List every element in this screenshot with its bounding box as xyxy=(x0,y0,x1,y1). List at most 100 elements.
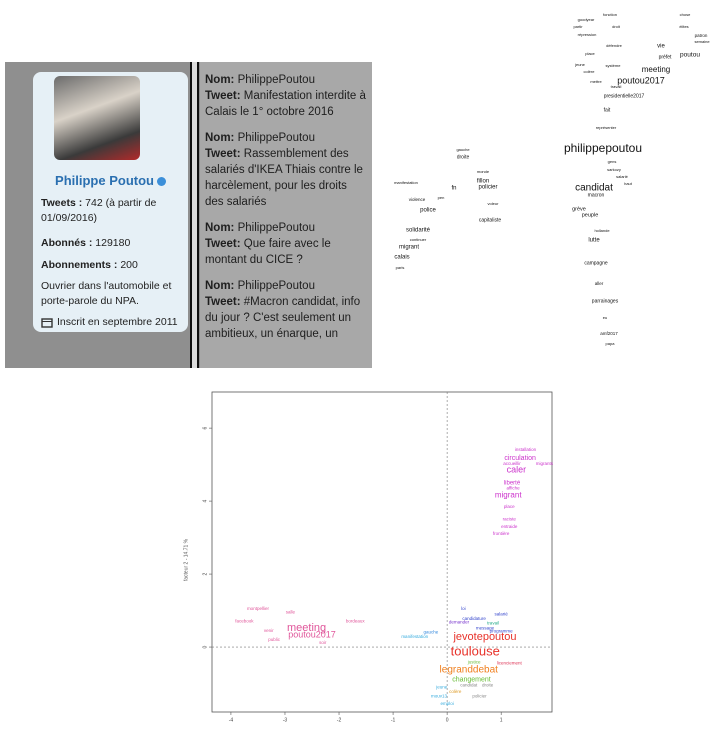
node-label: fn xyxy=(451,186,456,192)
tweet-label: Tweet: xyxy=(205,296,241,308)
word-point: raciste xyxy=(503,517,517,522)
node-label: paris xyxy=(396,265,405,270)
nom-label: Nom: xyxy=(205,222,234,234)
name[interactable]: Philippe Poutou xyxy=(55,173,154,188)
value: 200 xyxy=(120,259,138,271)
tweet-label: Tweet: xyxy=(205,238,241,250)
node-label: poutou xyxy=(680,52,700,59)
word-point: colère xyxy=(449,689,462,694)
node-label: capitaliste xyxy=(479,217,501,223)
word-point: emploi xyxy=(441,701,454,706)
node-label: fonction xyxy=(603,12,617,17)
node-label: eu xyxy=(603,315,607,320)
word-point: legranddebat xyxy=(440,665,499,676)
word-point: jeune xyxy=(435,684,448,689)
node-label: droit xyxy=(612,24,621,29)
y-tick-label: 4 xyxy=(202,499,208,502)
x-tick-label: 1 xyxy=(500,717,503,723)
node-label: calais xyxy=(394,255,409,261)
node-label: continuer xyxy=(410,237,427,242)
node-label: répression xyxy=(578,32,597,37)
word-point: candidat xyxy=(460,683,478,688)
node-label: presidentielle2017 xyxy=(604,93,645,99)
word-point: mouv13 xyxy=(431,693,448,698)
node-label: aller xyxy=(595,281,604,286)
word-point: licenciement xyxy=(497,661,523,666)
separator xyxy=(190,62,199,368)
node-label: mettre xyxy=(590,79,602,84)
node-label: chose xyxy=(680,12,691,17)
x-tick-label: -4 xyxy=(229,717,234,723)
label: Abonnés : xyxy=(41,237,92,249)
nom-label: Nom: xyxy=(205,74,234,86)
node-label: campagne xyxy=(584,260,608,266)
node-label: gauche xyxy=(456,147,470,152)
node-label: police xyxy=(420,208,436,214)
tweet-label: Tweet: xyxy=(205,90,241,102)
node-label: place xyxy=(585,51,595,56)
node-label: violence xyxy=(409,197,426,202)
nom-label: Nom: xyxy=(205,132,234,144)
word-point: installation xyxy=(515,447,537,452)
word-point: montpellier xyxy=(247,606,270,611)
word-point: manifestation xyxy=(401,634,428,639)
word-point: droite xyxy=(482,683,494,688)
tweet-label: Tweet: xyxy=(205,148,241,160)
node-label: papa xyxy=(606,341,616,346)
tweet: Nom: PhilippePoutouTweet: Rassemblement … xyxy=(205,130,368,210)
following: Abonnements : 200 xyxy=(41,258,183,273)
node-label: solidarité xyxy=(406,228,431,234)
nom: PhilippePoutou xyxy=(238,222,315,234)
node-label: hollande xyxy=(594,228,610,233)
word-point: venir xyxy=(264,628,274,633)
word-point: salle xyxy=(286,610,296,615)
word-point: bordeaux xyxy=(346,619,366,624)
node-label: fait xyxy=(604,107,611,113)
node-label: sarkozy xyxy=(607,167,621,172)
node-label: policier xyxy=(478,185,497,191)
label: Tweets : xyxy=(41,197,82,209)
node-label: patron xyxy=(695,33,708,38)
node-label: semaine xyxy=(694,39,710,44)
node-label: élites xyxy=(679,24,688,29)
word-point: facebook xyxy=(235,619,254,624)
nom: PhilippePoutou xyxy=(238,74,315,86)
x-tick-label: 0 xyxy=(446,717,449,723)
word-point: caler xyxy=(507,464,527,474)
calendar-icon xyxy=(41,317,53,328)
node-label: gens xyxy=(608,159,617,164)
node-label: salarié xyxy=(616,174,629,179)
profile-card: Philippe Poutou Tweets : 742 (à partir d… xyxy=(33,72,188,332)
verified-badge xyxy=(157,177,166,186)
word-point: loi xyxy=(461,606,466,611)
node-label: représenter xyxy=(596,125,617,130)
nom: PhilippePoutou xyxy=(238,280,315,292)
node-label: haut xyxy=(624,181,633,186)
word-point: jevotepoutou xyxy=(452,631,516,643)
tweet: Nom: PhilippePoutouTweet: Que faire avec… xyxy=(205,220,368,268)
profile-photo xyxy=(54,76,140,160)
x-tick-label: -2 xyxy=(337,717,342,723)
node-label: vie xyxy=(657,44,665,50)
node-label: colère xyxy=(584,69,596,74)
node-label: système xyxy=(606,63,622,68)
node-label: préfet xyxy=(659,54,672,60)
node-label: voleur xyxy=(488,201,500,206)
y-tick-label: 6 xyxy=(202,427,208,430)
nom-label: Nom: xyxy=(205,280,234,292)
y-tick-label: 2 xyxy=(202,572,208,575)
node-label: poutou2017 xyxy=(617,75,665,85)
node-label: parrainages xyxy=(592,298,619,304)
node-label: jeune xyxy=(574,62,586,67)
word-point: policier xyxy=(472,693,487,698)
profile-name[interactable]: Philippe Poutou xyxy=(33,173,188,188)
node-label: défendre xyxy=(606,43,623,48)
word-point: migrant xyxy=(495,491,522,500)
node-label: droite xyxy=(457,154,470,160)
tweets-count: Tweets : 742 (à partir de 01/09/2016) xyxy=(41,196,183,226)
node-label: migrant xyxy=(399,245,419,251)
x-tick-label: -1 xyxy=(391,717,396,723)
node-label: meeting xyxy=(642,65,670,74)
